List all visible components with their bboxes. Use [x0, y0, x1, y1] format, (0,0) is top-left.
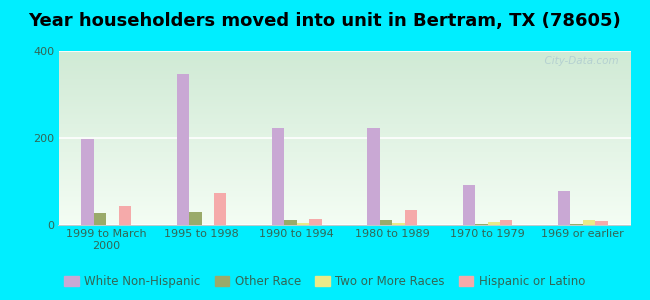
Bar — [463, 184, 475, 225]
Bar — [272, 128, 285, 225]
Bar — [189, 212, 202, 225]
Bar — [404, 210, 417, 225]
Bar — [392, 223, 404, 225]
Bar — [285, 220, 297, 225]
Bar — [583, 220, 595, 225]
Bar — [81, 139, 94, 225]
Bar — [571, 224, 583, 225]
Bar — [118, 206, 131, 225]
Text: City-Data.com: City-Data.com — [538, 56, 619, 66]
Bar — [94, 213, 106, 225]
Text: Year householders moved into unit in Bertram, TX (78605): Year householders moved into unit in Ber… — [29, 12, 621, 30]
Bar — [177, 74, 189, 225]
Bar — [309, 219, 322, 225]
Legend: White Non-Hispanic, Other Race, Two or More Races, Hispanic or Latino: White Non-Hispanic, Other Race, Two or M… — [60, 270, 590, 292]
Bar — [500, 220, 512, 225]
Bar — [367, 128, 380, 225]
Bar — [475, 224, 488, 225]
Bar — [488, 222, 500, 225]
Bar — [214, 193, 226, 225]
Bar — [380, 220, 392, 225]
Bar — [297, 223, 309, 225]
Bar — [558, 191, 571, 225]
Bar — [595, 221, 608, 225]
